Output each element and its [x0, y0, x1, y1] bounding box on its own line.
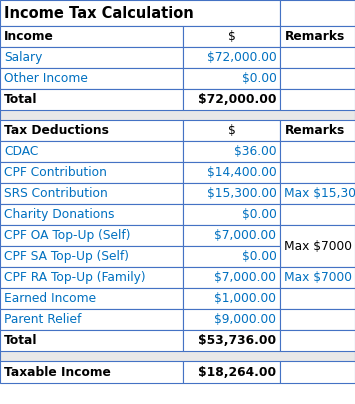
- Text: Earned Income: Earned Income: [4, 292, 96, 305]
- Text: $18,264.00: $18,264.00: [198, 366, 277, 379]
- Bar: [280, 162, 355, 183]
- Bar: [280, 361, 355, 383]
- Text: Salary: Salary: [4, 51, 42, 64]
- Text: $53,736.00: $53,736.00: [198, 334, 277, 347]
- Text: Parent Relief: Parent Relief: [4, 313, 81, 326]
- Text: Total: Total: [4, 93, 38, 106]
- Text: $0.00: $0.00: [241, 250, 277, 263]
- Bar: [0, 351, 355, 361]
- Text: $72,000.00: $72,000.00: [198, 93, 277, 106]
- Bar: [183, 267, 280, 288]
- Text: $7,000.00: $7,000.00: [214, 271, 277, 284]
- Bar: [183, 204, 280, 225]
- Bar: [183, 141, 280, 162]
- Text: CPF OA Top-Up (Self): CPF OA Top-Up (Self): [4, 229, 131, 242]
- Bar: [0, 183, 183, 204]
- Text: Income Tax Calculation: Income Tax Calculation: [4, 6, 194, 21]
- Bar: [0, 361, 183, 383]
- Bar: [280, 288, 355, 309]
- Text: Max $15,300: Max $15,300: [284, 187, 355, 200]
- Bar: [0, 246, 183, 267]
- Bar: [280, 309, 355, 330]
- Bar: [0, 267, 183, 288]
- Text: Max $7000: Max $7000: [284, 240, 353, 252]
- Bar: [183, 288, 280, 309]
- Bar: [183, 162, 280, 183]
- Bar: [183, 183, 280, 204]
- Bar: [183, 309, 280, 330]
- Bar: [0, 141, 183, 162]
- Text: $9,000.00: $9,000.00: [214, 313, 277, 326]
- Text: $72,000.00: $72,000.00: [207, 51, 277, 64]
- Bar: [0, 26, 183, 47]
- Bar: [183, 68, 280, 89]
- Bar: [0, 0, 280, 26]
- Bar: [0, 110, 355, 120]
- Bar: [280, 141, 355, 162]
- Bar: [280, 89, 355, 110]
- Bar: [280, 204, 355, 225]
- Text: Other Income: Other Income: [4, 72, 88, 85]
- Bar: [183, 330, 280, 351]
- Text: CPF RA Top-Up (Family): CPF RA Top-Up (Family): [4, 271, 146, 284]
- Text: Tax Deductions: Tax Deductions: [4, 124, 109, 137]
- Text: Income: Income: [4, 30, 54, 43]
- Text: $14,400.00: $14,400.00: [207, 166, 277, 179]
- Bar: [0, 288, 183, 309]
- Bar: [0, 89, 183, 110]
- Text: CDAC: CDAC: [4, 145, 38, 158]
- Bar: [183, 26, 280, 47]
- Text: Charity Donations: Charity Donations: [4, 208, 115, 221]
- Text: Taxable Income: Taxable Income: [4, 366, 111, 379]
- Bar: [280, 47, 355, 68]
- Bar: [280, 0, 355, 26]
- Text: $7,000.00: $7,000.00: [214, 229, 277, 242]
- Text: $1,000.00: $1,000.00: [214, 292, 277, 305]
- Text: $: $: [228, 124, 235, 137]
- Text: $0.00: $0.00: [241, 208, 277, 221]
- Text: CPF SA Top-Up (Self): CPF SA Top-Up (Self): [4, 250, 129, 263]
- Bar: [280, 120, 355, 141]
- Bar: [0, 225, 183, 246]
- Bar: [280, 68, 355, 89]
- Text: CPF Contribution: CPF Contribution: [4, 166, 107, 179]
- Text: $0.00: $0.00: [241, 72, 277, 85]
- Bar: [183, 120, 280, 141]
- Bar: [0, 309, 183, 330]
- Bar: [183, 225, 280, 246]
- Text: Remarks: Remarks: [284, 124, 345, 137]
- Text: $15,300.00: $15,300.00: [207, 187, 277, 200]
- Bar: [0, 162, 183, 183]
- Bar: [183, 89, 280, 110]
- Bar: [0, 204, 183, 225]
- Bar: [280, 26, 355, 47]
- Text: Total: Total: [4, 334, 38, 347]
- Bar: [280, 267, 355, 288]
- Bar: [280, 330, 355, 351]
- Bar: [280, 183, 355, 204]
- Text: $: $: [228, 30, 235, 43]
- Text: Max $7000: Max $7000: [284, 271, 353, 284]
- Bar: [183, 246, 280, 267]
- Bar: [0, 120, 183, 141]
- Bar: [0, 68, 183, 89]
- Text: SRS Contribution: SRS Contribution: [4, 187, 108, 200]
- Bar: [0, 47, 183, 68]
- Bar: [280, 225, 355, 267]
- Bar: [0, 330, 183, 351]
- Text: Remarks: Remarks: [284, 30, 345, 43]
- Bar: [183, 361, 280, 383]
- Bar: [183, 47, 280, 68]
- Text: $36.00: $36.00: [234, 145, 277, 158]
